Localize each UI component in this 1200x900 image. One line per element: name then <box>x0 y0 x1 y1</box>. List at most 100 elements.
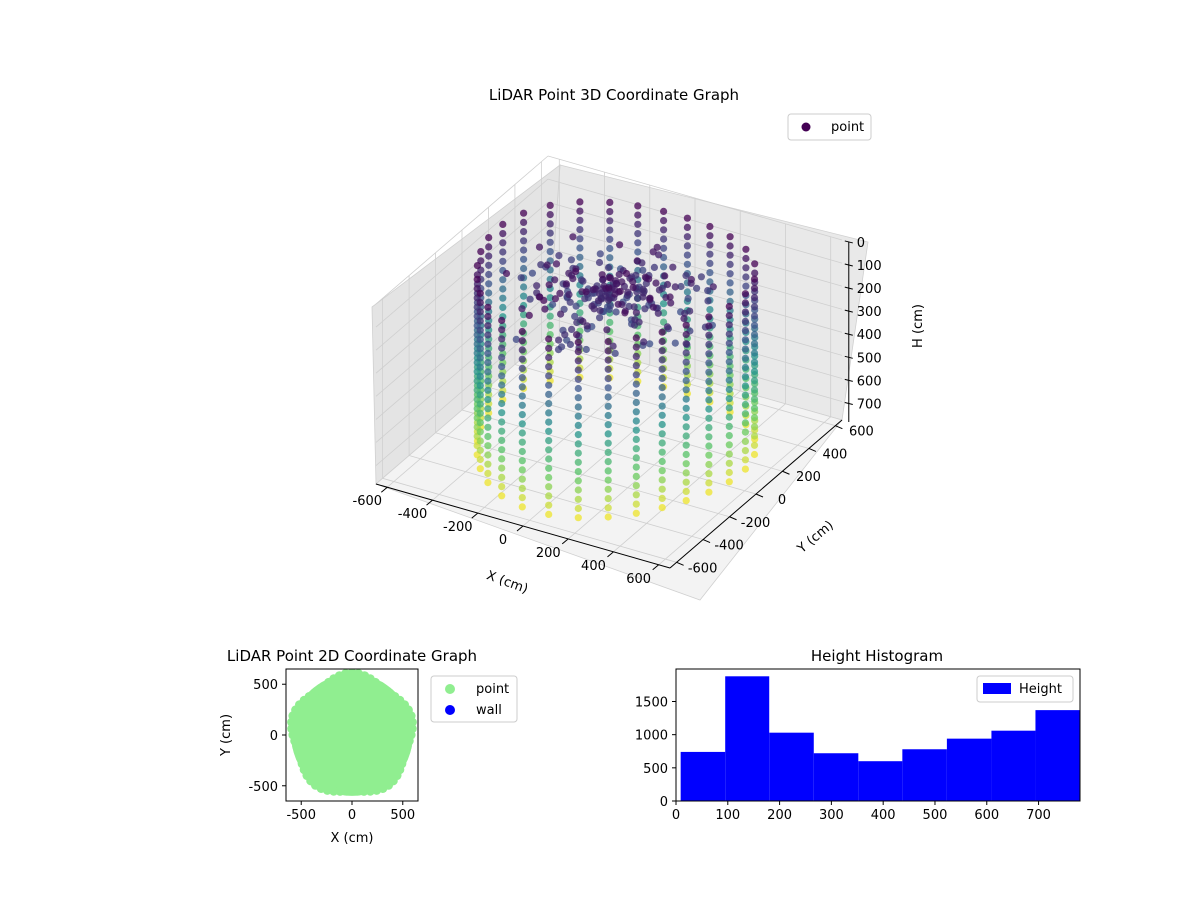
chart-3d-point <box>741 336 750 344</box>
chart-3d-point <box>632 309 641 317</box>
chart-3d-point <box>545 381 553 389</box>
chart-3d-point <box>750 330 759 339</box>
chart-3d-point <box>512 335 520 343</box>
chart-3d-point <box>632 426 640 434</box>
chart-3d-point <box>705 340 713 349</box>
chart-3d-point <box>632 371 640 379</box>
chart-3d-z-tick-label: 100 <box>857 259 882 274</box>
chart-3d-point <box>682 413 690 422</box>
chart-3d-point <box>622 269 631 278</box>
chart-3d-point <box>751 260 759 268</box>
histogram-bar <box>725 676 770 801</box>
chart-3d-point <box>484 331 492 339</box>
chart-3d-point <box>705 470 713 478</box>
chart-3d-point <box>706 232 714 240</box>
chart-3d-point <box>574 384 582 393</box>
chart-3d-point <box>705 396 713 404</box>
chart-3d-point <box>572 302 580 310</box>
chart-3d-point <box>683 214 692 222</box>
chart-2d-legend-point-label: point <box>476 682 509 697</box>
chart-3d-point <box>706 259 714 267</box>
chart-3d-point <box>572 267 580 276</box>
chart-3d-point <box>574 403 582 411</box>
chart-3d-point <box>606 274 615 282</box>
chart-3d-point <box>484 359 492 367</box>
chart-3d-point <box>655 286 664 294</box>
chart-3d-point <box>632 472 640 480</box>
chart-3d-point <box>484 423 492 431</box>
chart-3d-point <box>574 375 582 383</box>
chart-3d-point <box>705 377 713 385</box>
chart-3d-point <box>741 373 750 381</box>
chart-3d-x-tick <box>561 538 569 545</box>
chart-3d-legend-box <box>787 113 872 141</box>
chart-3d-point <box>473 262 481 270</box>
chart-3d-point <box>611 349 619 357</box>
chart-3d-point <box>725 441 733 449</box>
chart-3d-point <box>499 230 507 238</box>
chart-3d-point <box>658 494 666 502</box>
chart-3d-point <box>545 473 553 482</box>
chart-3d-point <box>518 475 526 483</box>
chart-3d-point <box>518 411 526 419</box>
chart-3d-point <box>574 357 582 365</box>
chart-3d-point <box>706 222 714 231</box>
chart-3d-point <box>606 235 614 243</box>
chart-3d-point <box>518 420 526 428</box>
chart-3d-gridline-z-left <box>375 224 549 374</box>
chart-3d-point <box>750 284 759 292</box>
chart-3d-point <box>624 288 632 296</box>
chart-3d-point <box>683 223 692 231</box>
histogram-x-tick-label: 400 <box>871 808 896 823</box>
chart-3d-point <box>520 264 528 273</box>
chart-3d-gridline-z-right <box>547 178 843 264</box>
chart-3d-point <box>669 263 677 271</box>
chart-3d-point <box>518 457 526 465</box>
chart-3d-point <box>604 402 612 410</box>
chart-3d-point <box>725 321 733 329</box>
chart-3d-point <box>658 402 666 410</box>
chart-3d-legend-label: point <box>831 120 864 135</box>
chart-3d-x-tick <box>607 551 614 558</box>
chart-3d-point <box>484 303 492 311</box>
chart-3d-point <box>705 387 713 395</box>
chart-3d-point <box>660 309 668 317</box>
chart-3d-point <box>520 228 528 236</box>
chart-3d-y-tick-label: 400 <box>823 447 848 462</box>
chart-3d-point <box>667 299 675 307</box>
chart-3d-point <box>706 269 714 277</box>
chart-2d-x-tick-label: -500 <box>286 808 316 823</box>
chart-3d-point <box>682 450 690 459</box>
chart-3d-point <box>545 483 553 491</box>
chart-3d-point <box>741 428 750 436</box>
chart-3d-point <box>705 424 713 432</box>
chart-3d-point <box>634 248 642 256</box>
chart-3d-point <box>684 294 692 303</box>
chart-3d-z-tick-label: 500 <box>857 351 882 366</box>
chart-3d-x-tick-label: -400 <box>398 507 428 522</box>
chart-3d-point <box>682 358 690 366</box>
chart-3d-point <box>660 263 668 271</box>
chart-3d-point <box>484 479 492 487</box>
chart-3d-point <box>741 410 750 418</box>
chart-3d-point <box>533 282 541 290</box>
chart-3d-point <box>682 441 690 449</box>
chart-3d-point <box>574 440 582 448</box>
chart-3d-point <box>632 445 640 453</box>
chart-3d-point <box>574 366 582 374</box>
chart-3d-point <box>518 392 526 400</box>
chart-3d-point <box>582 288 590 296</box>
chart-3d-point <box>704 297 712 305</box>
chart-3d-point <box>658 439 666 447</box>
chart-3d-gridline-z-left <box>375 248 549 397</box>
chart-3d-x-tick-label: 200 <box>536 546 561 561</box>
chart-2d-title: LiDAR Point 2D Coordinate Graph <box>227 647 477 665</box>
chart-3d-point <box>750 450 759 459</box>
chart-3d-point <box>589 286 597 294</box>
chart-3d-point <box>658 365 666 373</box>
chart-3d-point <box>604 411 612 420</box>
chart-3d-point <box>518 503 526 511</box>
chart-3d-point <box>520 237 528 245</box>
chart-2d-ticks: -500 0 500 -500 0 500 <box>248 678 415 823</box>
